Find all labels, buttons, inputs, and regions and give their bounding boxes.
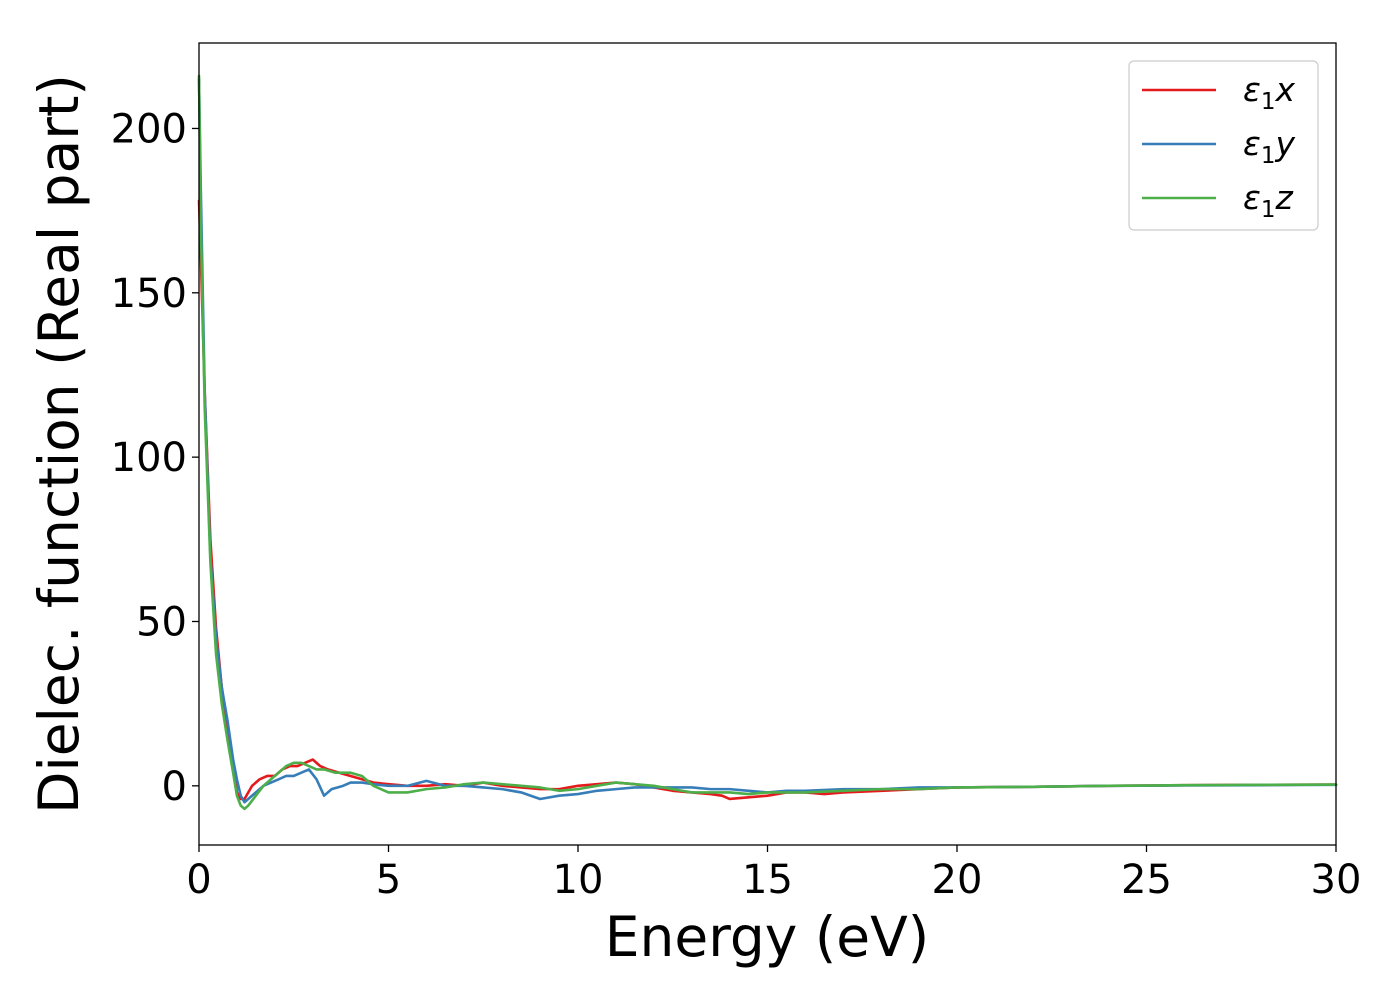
legend-symbol: ε (1243, 178, 1261, 217)
y-tick-label: 50 (136, 599, 187, 645)
y-tick-label: 0 (162, 764, 187, 810)
x-tick-label: 30 (1311, 857, 1362, 903)
series-layer (197, 74, 1338, 811)
legend-subscript: 1 (1261, 197, 1276, 223)
legend-subscript: 1 (1261, 143, 1276, 169)
legend-label-x: ε1x (1243, 70, 1295, 115)
x-tick-label: 0 (186, 857, 211, 903)
x-tick-label: 10 (553, 857, 604, 903)
x-tick-label: 5 (376, 857, 401, 903)
y-axis-label: Dielec. function (Real part) (27, 74, 91, 814)
x-tick-label: 20 (932, 857, 983, 903)
y-tick-label: 200 (111, 106, 187, 152)
tick-layer: 0 5 10 15 20 25 30 0 50 100 150 200 (111, 106, 1362, 903)
y-tick-label: 100 (111, 435, 187, 481)
legend-symbol: ε (1243, 70, 1261, 109)
series-line-y (197, 77, 1338, 804)
legend-label-y: ε1y (1243, 124, 1295, 169)
x-axis-label: Energy (eV) (605, 905, 929, 969)
legend-label-z: ε1z (1243, 178, 1293, 223)
legend-box (1128, 60, 1319, 231)
legend-subscript: 1 (1261, 89, 1276, 115)
x-tick-label: 15 (742, 857, 793, 903)
series-line-z (197, 74, 1338, 811)
legend-component: z (1274, 178, 1293, 217)
x-tick-label: 25 (1121, 857, 1172, 903)
y-tick-label: 150 (111, 271, 187, 317)
legend-component: x (1274, 70, 1295, 109)
legend-component: y (1274, 124, 1295, 163)
legend-symbol: ε (1243, 124, 1261, 163)
